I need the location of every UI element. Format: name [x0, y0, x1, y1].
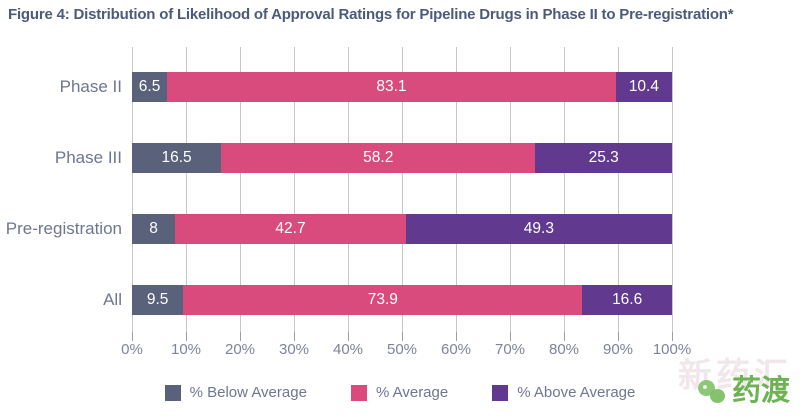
x-tick-label: 80%: [548, 341, 580, 358]
bar-row: 16.5 58.2 25.3: [132, 142, 672, 173]
gridline: [402, 47, 403, 332]
x-tick-label: 70%: [494, 341, 526, 358]
x-tick-label: 60%: [440, 341, 472, 358]
gridline: [240, 47, 241, 332]
gridline: [132, 47, 133, 332]
axis-tick: [564, 332, 565, 341]
bar-segment-average: 58.2: [221, 142, 536, 173]
legend-swatch-icon: [164, 384, 181, 401]
x-tick-label: 50%: [386, 341, 418, 358]
x-tick-label: 90%: [602, 341, 634, 358]
x-tick-label: 0%: [121, 341, 143, 358]
legend-swatch-icon: [492, 384, 509, 401]
axis-tick: [456, 332, 457, 341]
plot-area: 6.5 83.1 10.4 16.5 58.2 25.3 8 42.7 49.3 9.5 73.9 1…: [132, 47, 673, 341]
bar-segment-average: 83.1: [167, 71, 616, 102]
axis-tick: [618, 332, 619, 341]
legend-swatch-icon: [350, 384, 367, 401]
axis-tick: [132, 332, 133, 341]
axis-tick: [294, 332, 295, 341]
axis-tick: [186, 332, 187, 341]
category-label: Phase II: [59, 76, 122, 96]
gridline: [672, 47, 673, 332]
axis-tick: [348, 332, 349, 341]
legend: % Below Average % Average % Above Average: [0, 384, 800, 401]
legend-item: % Average: [350, 384, 449, 401]
legend-label: % Below Average: [189, 384, 307, 401]
category-label: Phase III: [54, 147, 122, 167]
watermark: 新药汇 药渡: [644, 352, 794, 414]
bar-segment-below-average: 9.5: [132, 285, 184, 316]
gridline: [186, 47, 187, 332]
x-tick-label: 30%: [278, 341, 310, 358]
x-tick-label: 100%: [652, 341, 692, 358]
axis-tick: [402, 332, 403, 341]
category-label: All: [103, 290, 122, 310]
x-tick-label: 40%: [332, 341, 364, 358]
bar-row: 9.5 73.9 16.6: [132, 285, 672, 316]
bar-segment-above-average: 16.6: [582, 285, 672, 316]
gridline: [564, 47, 565, 332]
bar-segment-average: 42.7: [175, 214, 406, 244]
x-tick-label: 20%: [224, 341, 256, 358]
axis-tick: [240, 332, 241, 341]
chart-title: Figure 4: Distribution of Likelihood of …: [8, 6, 734, 23]
legend-label: % Above Average: [517, 384, 636, 401]
bar-segment-average: 73.9: [183, 285, 583, 316]
legend-label: % Average: [375, 384, 449, 401]
bar-segment-below-average: 16.5: [132, 142, 222, 173]
legend-item: % Above Average: [492, 384, 635, 401]
x-tick-label: 10%: [170, 341, 202, 358]
axis-tick: [672, 332, 673, 341]
bar-segment-below-average: 8: [132, 214, 176, 244]
bar-segment-below-average: 6.5: [132, 71, 168, 102]
gridline: [456, 47, 457, 332]
gridline: [348, 47, 349, 332]
category-label: Pre-registration: [5, 219, 122, 238]
legend-item: % Below Average: [164, 384, 307, 401]
gridline: [618, 47, 619, 332]
axis-tick: [510, 332, 511, 341]
bar-row: 8 42.7 49.3: [132, 214, 672, 244]
gridline: [294, 47, 295, 332]
bar-segment-above-average: 10.4: [615, 71, 672, 102]
bar-segment-above-average: 49.3: [405, 214, 672, 244]
bar-segment-above-average: 25.3: [535, 142, 672, 173]
bar-row: 6.5 83.1 10.4: [132, 71, 672, 102]
gridline: [510, 47, 511, 332]
